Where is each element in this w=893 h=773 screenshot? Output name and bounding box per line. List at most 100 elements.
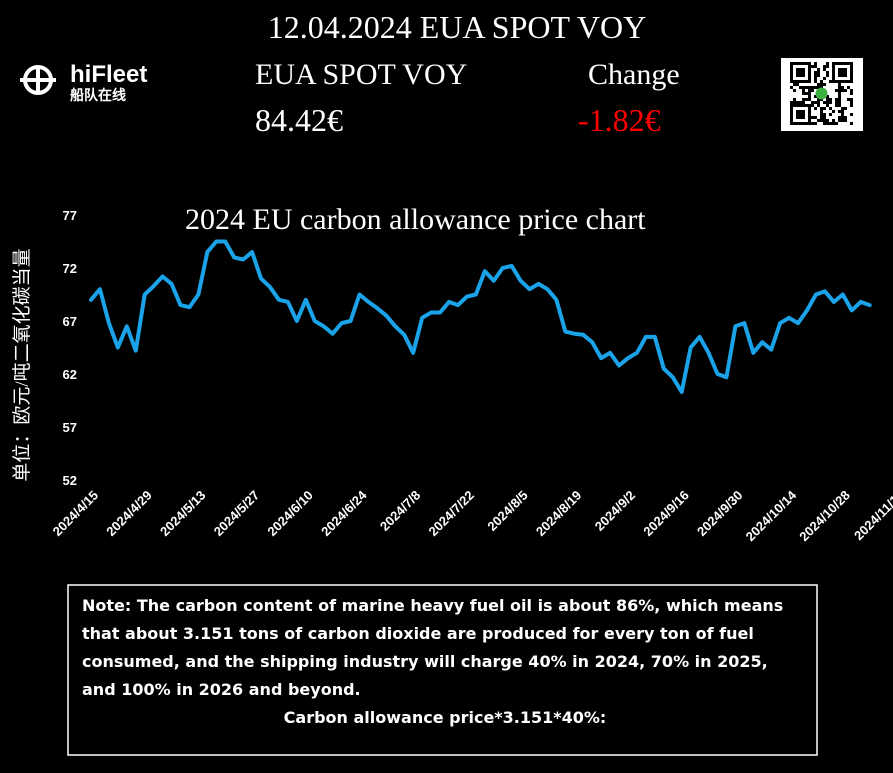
qr-cell — [841, 86, 844, 89]
y-tick-label: 57 — [63, 420, 77, 435]
qr-cell — [802, 68, 805, 71]
qr-cell — [817, 71, 820, 74]
note-formula: Carbon allowance price*3.151*40%: — [284, 708, 607, 727]
y-tick-label: 52 — [63, 473, 77, 488]
qr-cell — [844, 89, 847, 92]
qr-cell — [844, 80, 847, 83]
qr-cell — [841, 113, 844, 116]
qr-cell — [838, 80, 841, 83]
qr-cell — [790, 86, 793, 89]
qr-cell — [832, 122, 835, 125]
qr-cell — [835, 101, 838, 104]
qr-cell — [808, 74, 811, 77]
qr-logo — [815, 87, 828, 100]
qr-cell — [805, 80, 808, 83]
qr-cell — [820, 107, 823, 110]
qr-cell — [838, 68, 841, 71]
qr-cell — [838, 116, 841, 119]
qr-cell — [817, 86, 820, 89]
qr-cell — [808, 86, 811, 89]
qr-cell — [793, 89, 796, 92]
qr-cell — [799, 62, 802, 65]
qr-cell — [799, 101, 802, 104]
qr-cell — [823, 116, 826, 119]
qr-cell — [796, 62, 799, 65]
qr-cell — [826, 101, 829, 104]
qr-cell — [814, 122, 817, 125]
qr-cell — [790, 62, 793, 65]
qr-cell — [850, 122, 853, 125]
qr-cell — [802, 98, 805, 101]
note-line: and 100% in 2026 and beyond. — [82, 680, 361, 699]
qr-cell — [802, 71, 805, 74]
qr-cell — [826, 98, 829, 101]
qr-cell — [799, 110, 802, 113]
qr-cell — [841, 74, 844, 77]
qr-cell — [820, 80, 823, 83]
qr-cell — [814, 116, 817, 119]
qr-cell — [835, 98, 838, 101]
qr-cell — [823, 113, 826, 116]
qr-cell — [811, 65, 814, 68]
y-tick-label: 77 — [63, 208, 77, 223]
logo-name: hiFleet — [70, 61, 147, 88]
qr-cell — [814, 101, 817, 104]
qr-cell — [844, 71, 847, 74]
qr-cell — [841, 116, 844, 119]
qr-cell — [799, 113, 802, 116]
qr-cell — [844, 68, 847, 71]
qr-cell — [838, 119, 841, 122]
qr-cell — [802, 62, 805, 65]
qr-cell — [841, 68, 844, 71]
qr-cell — [817, 104, 820, 107]
qr-cell — [790, 107, 793, 110]
qr-cell — [850, 89, 853, 92]
qr-cell — [799, 86, 802, 89]
qr-cell — [850, 98, 853, 101]
qr-cell — [826, 122, 829, 125]
qr-cell — [799, 71, 802, 74]
qr-cell — [844, 119, 847, 122]
qr-cell — [814, 65, 817, 68]
qr-cell — [808, 92, 811, 95]
qr-cell — [814, 95, 817, 98]
qr-cell — [808, 80, 811, 83]
qr-cell — [817, 101, 820, 104]
qr-cell — [820, 113, 823, 116]
qr-cell — [826, 74, 829, 77]
qr-cell — [811, 86, 814, 89]
qr-cell — [814, 80, 817, 83]
logo-subtitle: 船队在线 — [70, 87, 126, 103]
qr-cell — [790, 80, 793, 83]
qr-cell — [790, 74, 793, 77]
qr-cell — [811, 116, 814, 119]
qr-cell — [793, 83, 796, 86]
qr-cell — [790, 65, 793, 68]
qr-cell — [814, 107, 817, 110]
qr-cell — [817, 74, 820, 77]
qr-cell — [847, 80, 850, 83]
note: Note: The carbon content of marine heavy… — [82, 596, 783, 727]
qr-cell — [850, 68, 853, 71]
qr-cell — [799, 104, 802, 107]
qr-cell — [796, 113, 799, 116]
qr-cell — [841, 80, 844, 83]
qr-cell — [790, 122, 793, 125]
qr-cell — [790, 101, 793, 104]
qr-cell — [814, 77, 817, 80]
qr-cell — [808, 122, 811, 125]
qr-cell — [838, 110, 841, 113]
qr-cell — [844, 107, 847, 110]
qr-cell — [823, 119, 826, 122]
qr-cell — [793, 122, 796, 125]
qr-cell — [835, 89, 838, 92]
qr-cell — [805, 98, 808, 101]
qr-cell — [832, 65, 835, 68]
qr-cell — [823, 77, 826, 80]
qr-cell — [802, 110, 805, 113]
qr-cell — [850, 104, 853, 107]
qr-cell — [841, 107, 844, 110]
qr-cell — [808, 98, 811, 101]
